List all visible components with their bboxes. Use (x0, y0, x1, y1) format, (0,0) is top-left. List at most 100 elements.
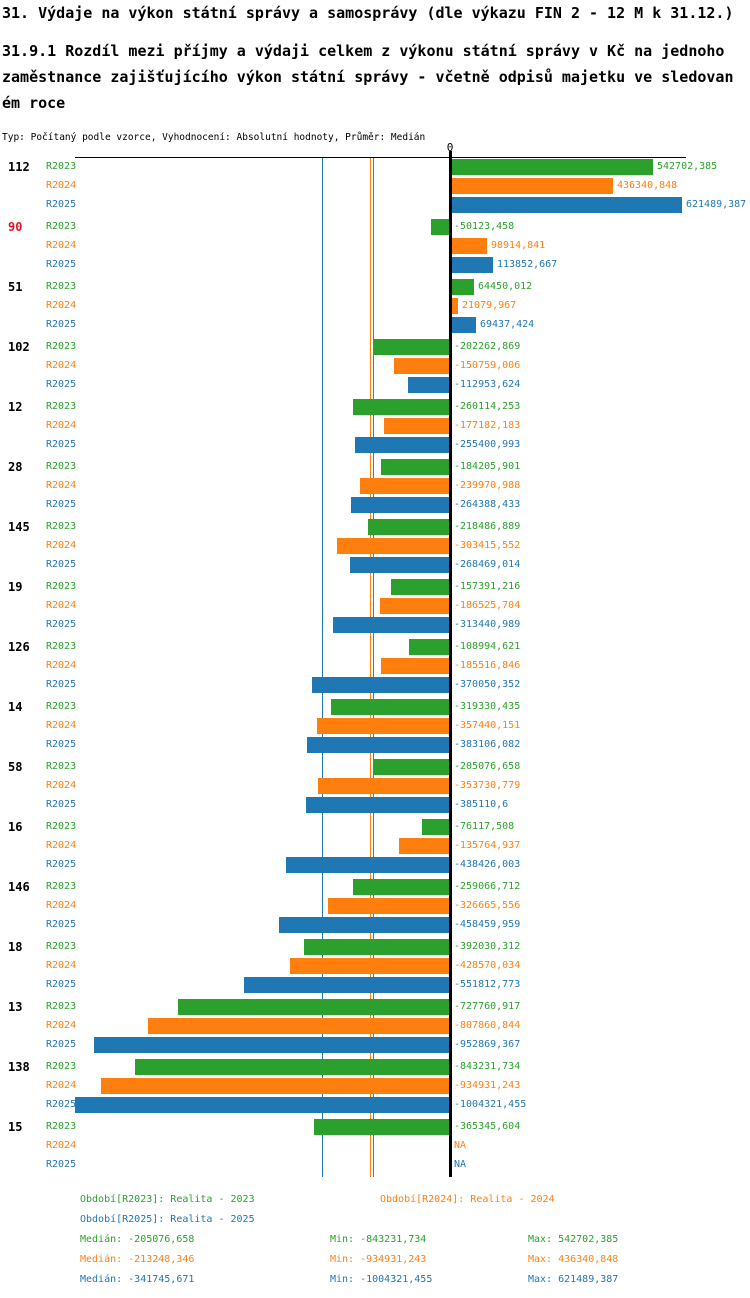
group-label-19: 19 (8, 580, 23, 594)
bar-value-102-r2024: -150759,006 (454, 360, 521, 371)
bar-138-r2023 (135, 1059, 450, 1075)
bar-value-51-r2023: 64450,012 (478, 281, 533, 292)
series-label-15-r2023: R2023 (46, 1121, 77, 1132)
stat-median-r2023: Medián: -205076,658 (80, 1234, 195, 1245)
bar-51-r2025 (450, 317, 476, 333)
group-label-102: 102 (8, 340, 30, 354)
bar-19-r2023 (391, 579, 450, 595)
bar-value-18-r2023: -392030,312 (454, 941, 521, 952)
bar-value-138-r2023: -843231,734 (454, 1061, 521, 1072)
bar-value-13-r2023: -727760,917 (454, 1001, 521, 1012)
series-label-112-r2023: R2023 (46, 161, 77, 172)
chart-title: 31. Výdaje na výkon státní správy a samo… (2, 4, 734, 22)
median-line-r2023 (373, 157, 374, 1177)
series-label-15-r2024: R2024 (46, 1140, 77, 1151)
group-label-145: 145 (8, 520, 30, 534)
group-label-51: 51 (8, 280, 23, 294)
bar-value-13-r2024: -807860,844 (454, 1020, 521, 1031)
series-label-102-r2025: R2025 (46, 379, 77, 390)
axis-zero-tick-label: 0 (446, 141, 454, 154)
bar-14-r2023 (331, 699, 450, 715)
bar-13-r2024 (148, 1018, 450, 1034)
bar-value-19-r2025: -313440,989 (454, 619, 521, 630)
bar-value-126-r2025: -370050,352 (454, 679, 521, 690)
bar-value-16-r2024: -135764,937 (454, 840, 521, 851)
series-label-19-r2025: R2025 (46, 619, 77, 630)
zero-baseline (449, 151, 452, 1177)
bar-value-14-r2025: -383106,082 (454, 739, 521, 750)
bar-value-28-r2023: -184205,901 (454, 461, 521, 472)
bar-18-r2023 (304, 939, 450, 955)
group-label-12: 12 (8, 400, 23, 414)
group-label-58: 58 (8, 760, 23, 774)
bar-value-14-r2023: -319330,435 (454, 701, 521, 712)
legend-r2023: Období[R2023]: Realita - 2023 (80, 1194, 255, 1205)
series-label-126-r2025: R2025 (46, 679, 77, 690)
stat-max-r2024: Max: 436340,848 (528, 1254, 619, 1265)
series-label-58-r2024: R2024 (46, 780, 77, 791)
bar-51-r2024 (450, 298, 458, 314)
group-label-16: 16 (8, 820, 23, 834)
bar-value-112-r2025: 621489,387 (686, 199, 747, 210)
bar-value-58-r2025: -385110,6 (454, 799, 509, 810)
series-label-13-r2025: R2025 (46, 1039, 77, 1050)
bar-18-r2025 (244, 977, 450, 993)
bar-102-r2025 (408, 377, 450, 393)
bar-value-14-r2024: -357440,151 (454, 720, 521, 731)
bar-14-r2024 (317, 718, 450, 734)
series-label-90-r2025: R2025 (46, 259, 77, 270)
series-label-14-r2024: R2024 (46, 720, 77, 731)
series-label-18-r2025: R2025 (46, 979, 77, 990)
series-label-14-r2025: R2025 (46, 739, 77, 750)
bar-58-r2023 (373, 759, 450, 775)
group-label-15: 15 (8, 1120, 23, 1134)
bar-value-58-r2023: -205076,658 (454, 761, 521, 772)
bar-126-r2023 (409, 639, 450, 655)
bar-value-12-r2023: -260114,253 (454, 401, 521, 412)
bar-16-r2024 (399, 838, 450, 854)
stat-median-r2025: Medián: -341745,671 (80, 1274, 195, 1285)
bar-value-28-r2024: -239970,988 (454, 480, 521, 491)
series-label-138-r2023: R2023 (46, 1061, 77, 1072)
series-label-112-r2025: R2025 (46, 199, 77, 210)
stat-min-r2025: Min: -1004321,455 (330, 1274, 433, 1285)
bar-value-126-r2023: -108994,621 (454, 641, 521, 652)
bar-12-r2023 (353, 399, 450, 415)
stat-median-r2024: Medián: -213248,346 (80, 1254, 195, 1265)
series-label-18-r2024: R2024 (46, 960, 77, 971)
bar-value-12-r2024: -177182,183 (454, 420, 521, 431)
bar-value-18-r2024: -428570,034 (454, 960, 521, 971)
bar-value-102-r2023: -202262,869 (454, 341, 521, 352)
median-line-r2024 (370, 157, 371, 1177)
bar-value-51-r2024: 21079,967 (462, 300, 517, 311)
bar-90-r2025 (450, 257, 493, 273)
bar-value-145-r2024: -303415,552 (454, 540, 521, 551)
group-label-146: 146 (8, 880, 30, 894)
series-label-138-r2024: R2024 (46, 1080, 77, 1091)
series-label-146-r2025: R2025 (46, 919, 77, 930)
group-label-126: 126 (8, 640, 30, 654)
bar-102-r2024 (394, 358, 450, 374)
bar-18-r2024 (290, 958, 450, 974)
stat-max-r2025: Max: 621489,387 (528, 1274, 619, 1285)
group-label-138: 138 (8, 1060, 30, 1074)
bar-90-r2024 (450, 238, 487, 254)
group-label-14: 14 (8, 700, 23, 714)
series-label-58-r2025: R2025 (46, 799, 77, 810)
series-label-13-r2024: R2024 (46, 1020, 77, 1031)
bar-126-r2025 (312, 677, 450, 693)
chart-subtitle-line-2: zaměstnance zajišťujícího výkon státní s… (2, 68, 734, 86)
series-label-16-r2024: R2024 (46, 840, 77, 851)
bar-value-19-r2023: -157391,216 (454, 581, 521, 592)
bar-15-r2023 (314, 1119, 450, 1135)
series-label-90-r2024: R2024 (46, 240, 77, 251)
bar-28-r2025 (351, 497, 450, 513)
stat-min-r2023: Min: -843231,734 (330, 1234, 427, 1245)
bar-16-r2023 (422, 819, 450, 835)
series-label-146-r2024: R2024 (46, 900, 77, 911)
series-label-12-r2025: R2025 (46, 439, 77, 450)
median-line-r2025 (322, 157, 323, 1177)
series-label-102-r2024: R2024 (46, 360, 77, 371)
bar-value-12-r2025: -255400,993 (454, 439, 521, 450)
series-label-13-r2023: R2023 (46, 1001, 77, 1012)
